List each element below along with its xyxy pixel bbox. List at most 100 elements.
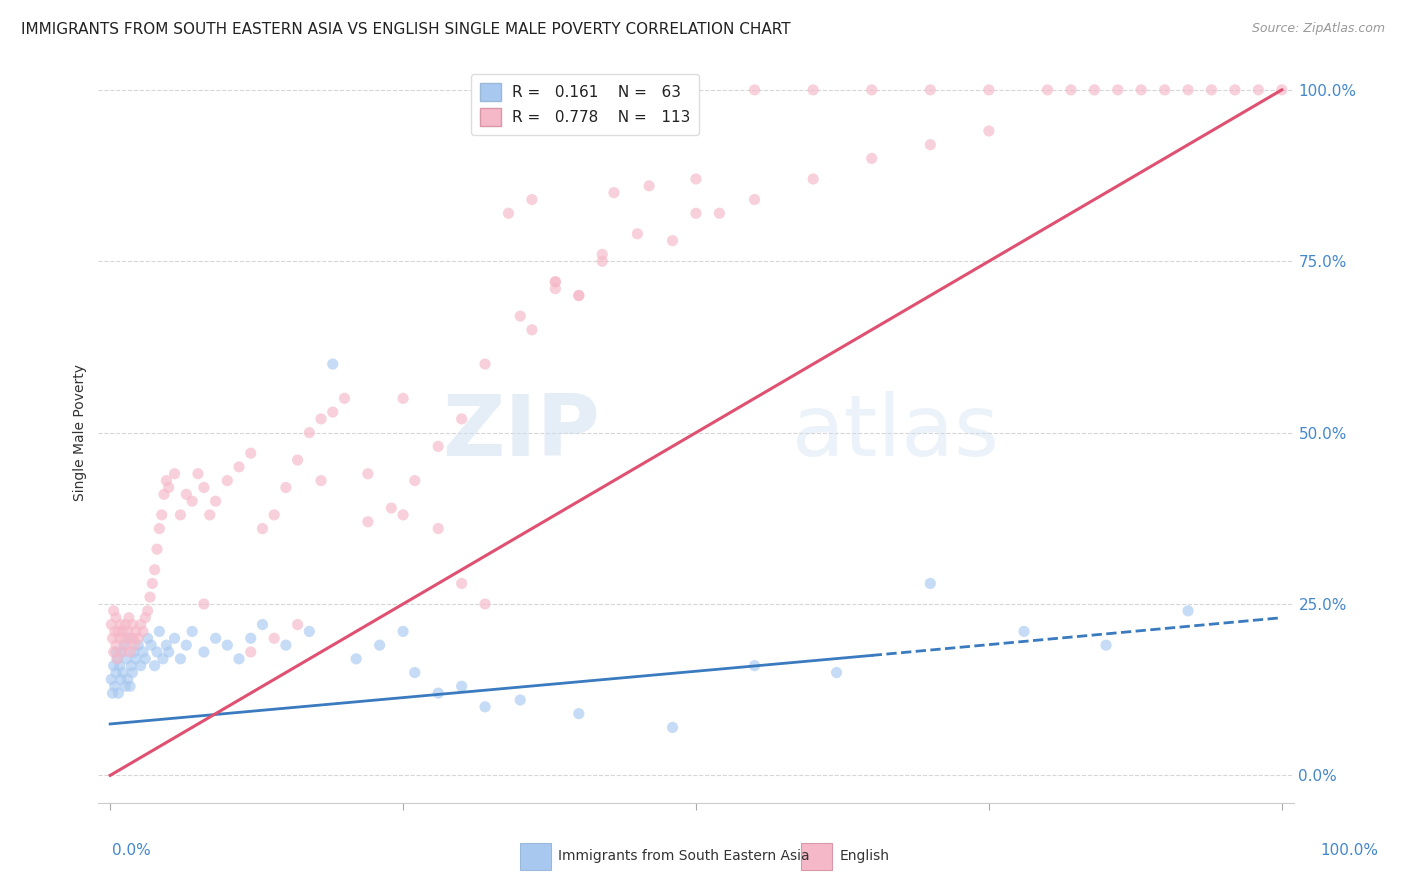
Point	[217, 638, 239, 652]
Point	[163, 467, 186, 481]
Point	[117, 624, 139, 639]
Point	[450, 576, 472, 591]
Point	[127, 632, 149, 646]
Point	[368, 638, 391, 652]
Point	[104, 679, 127, 693]
Point	[263, 632, 285, 646]
Point	[744, 83, 766, 97]
Point	[380, 501, 402, 516]
Point	[129, 658, 152, 673]
Point	[157, 480, 180, 494]
Point	[685, 206, 707, 220]
Point	[193, 480, 215, 494]
Point	[155, 638, 177, 652]
Point	[568, 706, 591, 721]
Point	[239, 632, 262, 646]
Point	[977, 124, 1000, 138]
Point	[187, 467, 209, 481]
Point	[544, 275, 567, 289]
Point	[121, 665, 143, 680]
Point	[298, 425, 321, 440]
Point	[193, 597, 215, 611]
Point	[146, 542, 169, 557]
Point	[474, 597, 496, 611]
Point	[309, 412, 332, 426]
Point	[392, 624, 415, 639]
Point	[1223, 83, 1246, 97]
Point	[148, 624, 170, 639]
Point	[661, 720, 683, 734]
Point	[115, 638, 138, 652]
Point	[825, 665, 848, 680]
Point	[661, 234, 683, 248]
Point	[603, 186, 626, 200]
Point	[117, 673, 139, 687]
Point	[150, 508, 173, 522]
Point	[141, 576, 163, 591]
Point	[118, 632, 141, 646]
Point	[125, 652, 148, 666]
Point	[112, 632, 135, 646]
Text: ZIP: ZIP	[443, 391, 600, 475]
Point	[1060, 83, 1083, 97]
Point	[1177, 83, 1199, 97]
Point	[404, 665, 426, 680]
Point	[108, 658, 131, 673]
Point	[1130, 83, 1153, 97]
Point	[744, 193, 766, 207]
Point	[198, 508, 221, 522]
Point	[1083, 83, 1105, 97]
Point	[141, 638, 163, 652]
Point	[509, 693, 531, 707]
Point	[125, 624, 148, 639]
Point	[111, 645, 134, 659]
Point	[105, 638, 128, 652]
Point	[801, 172, 824, 186]
Point	[392, 508, 415, 522]
Point	[129, 617, 152, 632]
Point	[298, 624, 321, 639]
Point	[103, 645, 125, 659]
Point	[568, 288, 591, 302]
Point	[638, 178, 661, 193]
Point	[309, 474, 332, 488]
Point	[157, 645, 180, 659]
Point	[228, 459, 250, 474]
Point	[544, 282, 567, 296]
Point	[120, 632, 142, 646]
Point	[427, 686, 450, 700]
Point	[193, 645, 215, 659]
Point	[121, 617, 143, 632]
Point	[322, 357, 344, 371]
Point	[103, 604, 125, 618]
Point	[217, 474, 239, 488]
Point	[404, 474, 426, 488]
Point	[977, 83, 1000, 97]
Point	[920, 83, 942, 97]
Point	[228, 652, 250, 666]
Point	[1012, 624, 1035, 639]
Point	[520, 193, 543, 207]
Point	[498, 206, 520, 220]
Point	[100, 673, 122, 687]
Point	[169, 652, 191, 666]
Point	[122, 645, 145, 659]
Point	[146, 645, 169, 659]
Point	[174, 487, 197, 501]
Point	[108, 632, 131, 646]
Point	[1177, 604, 1199, 618]
Point	[103, 658, 125, 673]
Point	[114, 617, 136, 632]
Point	[252, 522, 274, 536]
Point	[181, 494, 204, 508]
Text: atlas: atlas	[792, 391, 1000, 475]
Y-axis label: Single Male Poverty: Single Male Poverty	[73, 364, 87, 501]
Point	[163, 632, 186, 646]
Point	[105, 652, 128, 666]
Point	[134, 652, 156, 666]
Point	[148, 522, 170, 536]
Text: Source: ZipAtlas.com: Source: ZipAtlas.com	[1251, 22, 1385, 36]
Point	[115, 652, 138, 666]
Point	[112, 638, 135, 652]
Point	[136, 632, 159, 646]
